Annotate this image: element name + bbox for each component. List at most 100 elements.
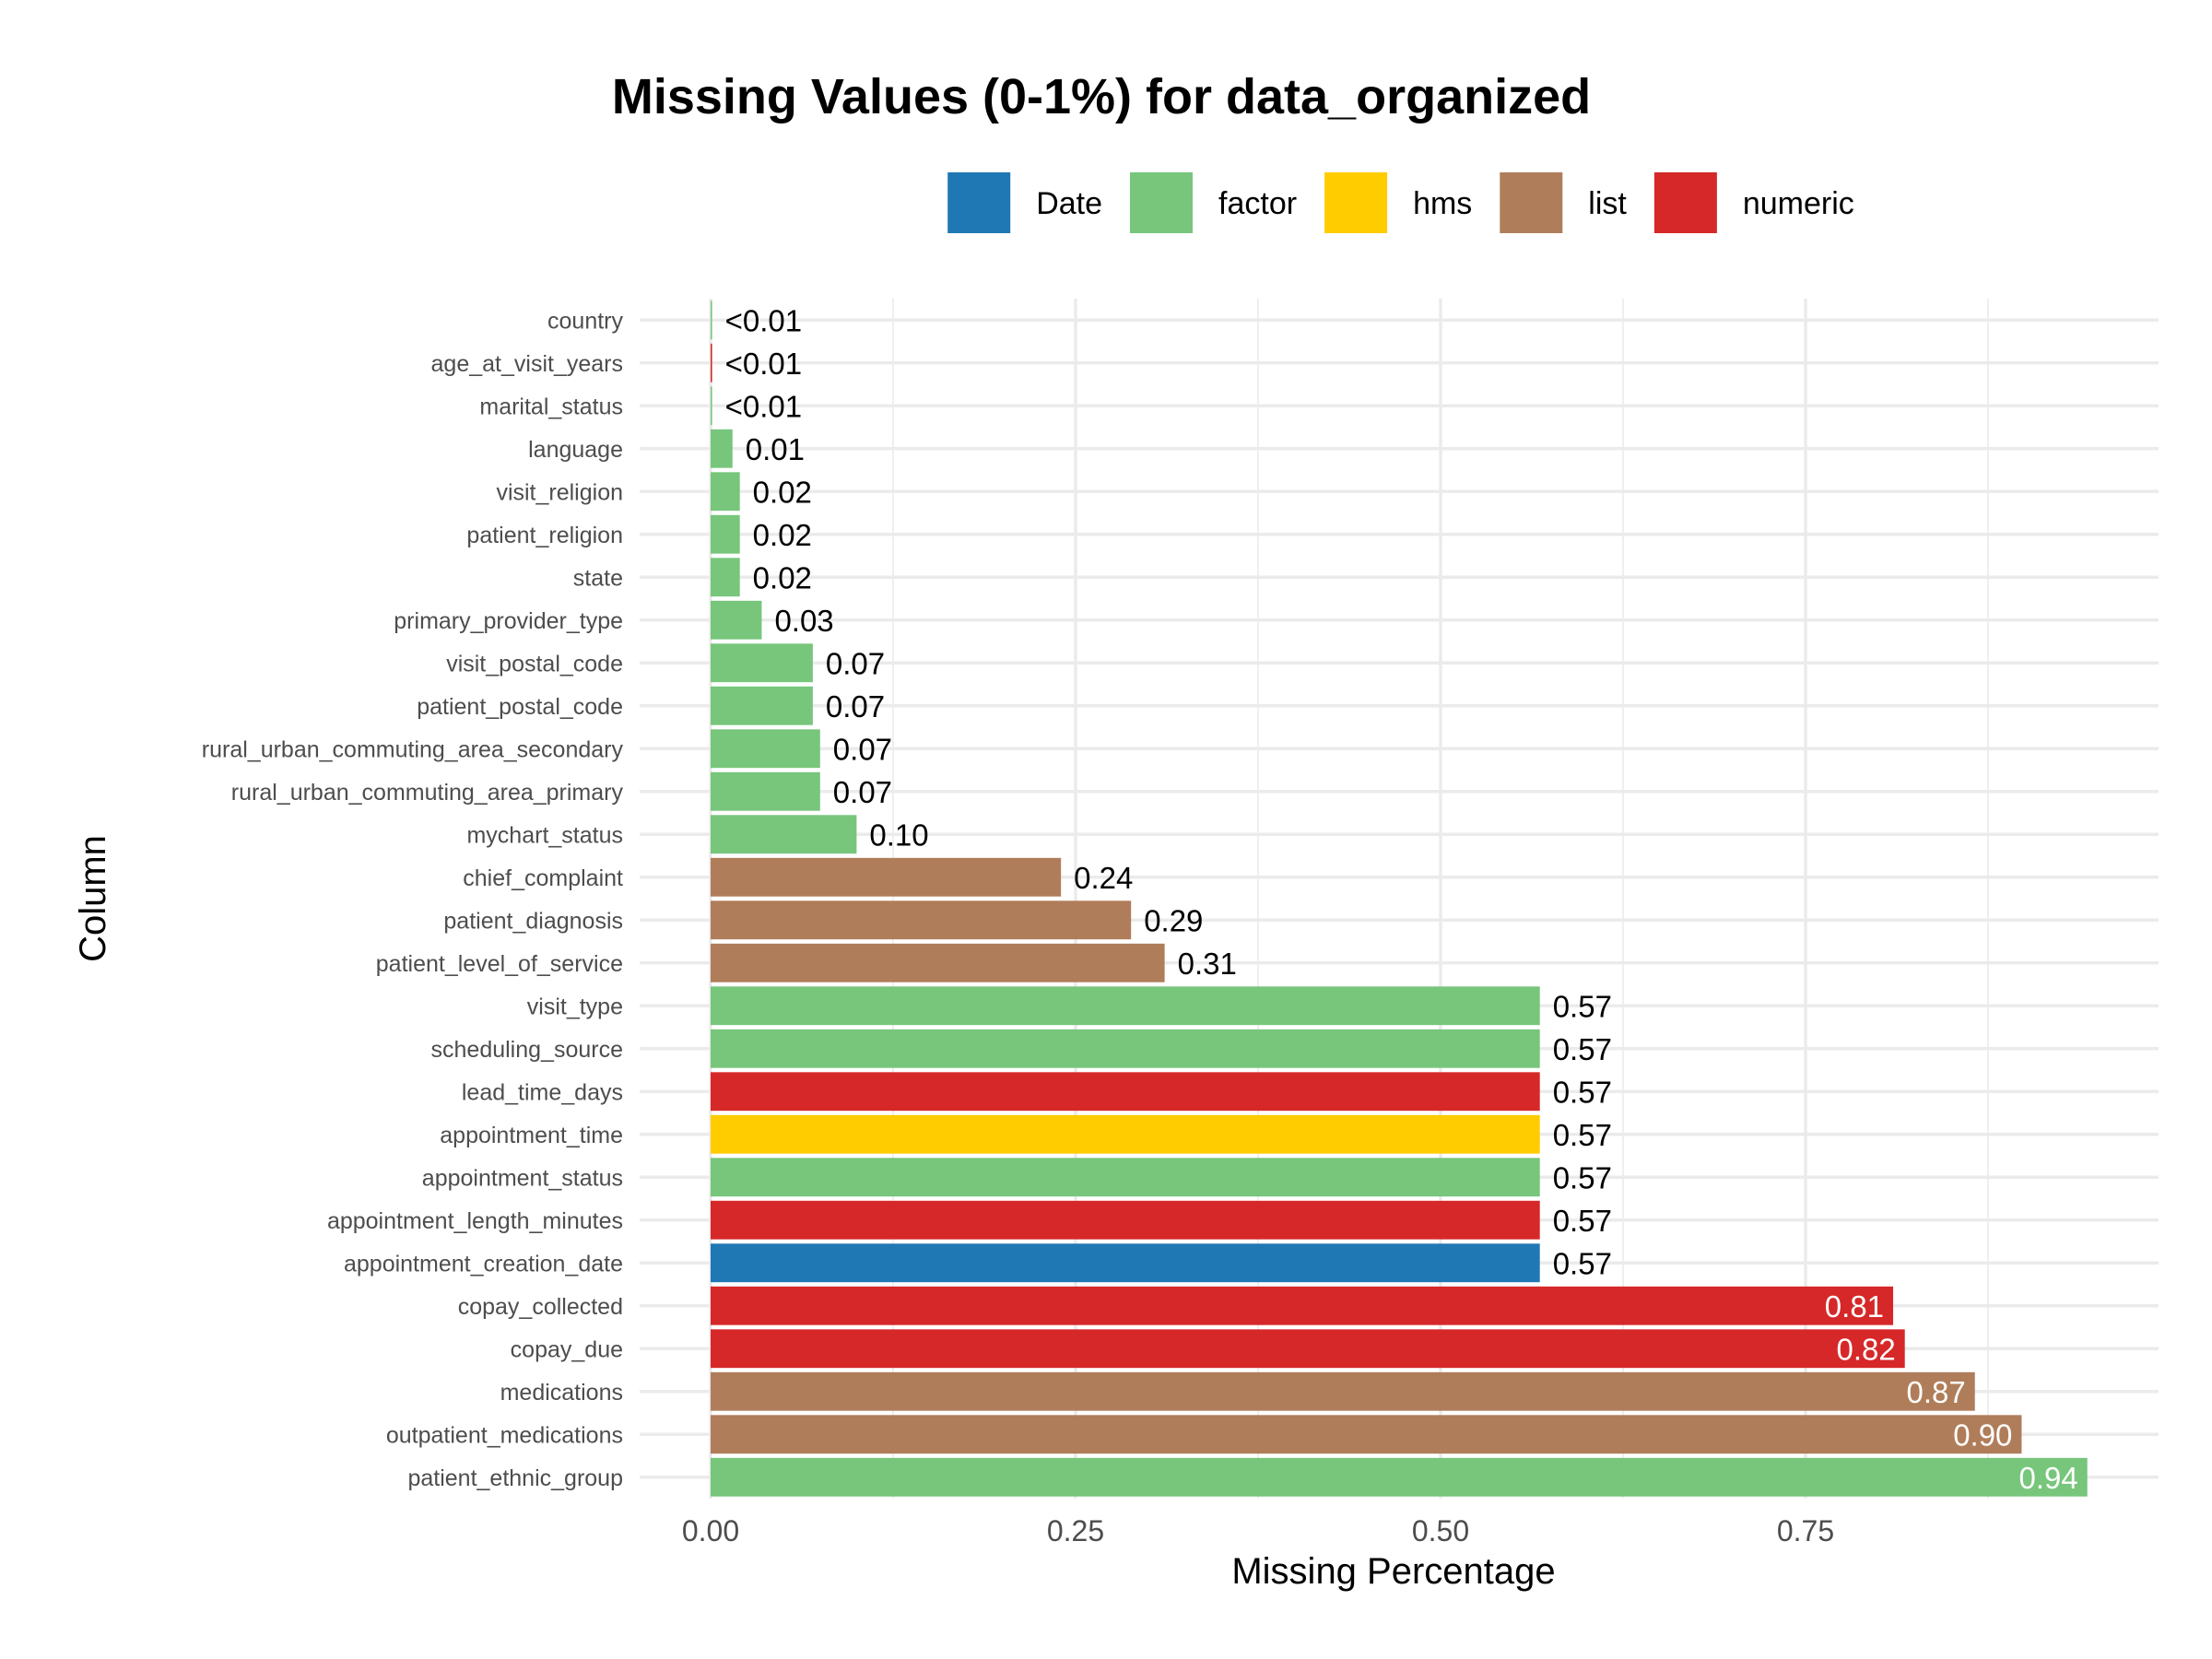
value-label-visit_postal_code: 0.07 [826,646,885,680]
value-label-mychart_status: 0.10 [869,818,928,852]
value-label-patient_ethnic_group: 0.94 [2018,1461,2077,1495]
x-axis-label: Missing Percentage [1231,1551,1555,1592]
bar-marital_status [711,386,712,426]
category-labels: country age_at_visit_years marital_statusl… [202,308,624,1491]
bar-age_at_visit_years [711,343,712,382]
legend-label-Date: Date [1036,186,1102,221]
chart-title: Missing Values (0-1%) for data_organized [612,69,1591,124]
bar-patient_level_of_service [711,943,1165,982]
category-label-lead_time_days: lead_time_days [462,1079,623,1105]
value-label-marital_status: <0.01 [725,389,803,423]
value-label-lead_time_days: 0.57 [1553,1075,1612,1109]
legend-key-factor [1130,172,1194,233]
bar-scheduling_source [711,1029,1540,1068]
legend-label-hms: hms [1413,186,1472,221]
legend-key-numeric [1653,172,1717,233]
legend-label-factor: factor [1218,186,1297,221]
bar-medications [711,1371,1975,1411]
bar-patient_diagnosis [711,900,1132,940]
value-labels: <0.01 <0.01 <0.01 0.01 0.02 0.02 0.02 0.03 0.07 0… [725,303,2078,1495]
bar-appointment_length_minutes [711,1200,1540,1240]
legend-key-hms [1324,172,1388,233]
bar-mychart_status [711,815,857,854]
category-label-language: language [528,437,623,463]
value-label-chief_complaint: 0.24 [1074,861,1133,895]
bar-visit_postal_code [711,643,813,683]
bar-visit_religion [711,472,740,512]
bar-country [711,300,712,340]
value-label-outpatient_medications: 0.90 [1953,1418,2012,1452]
x-tick-label-0: 0.00 [682,1514,739,1547]
category-label-state: state [573,565,623,591]
value-label-visit_religion: 0.02 [753,475,812,509]
value-label-patient_religion: 0.02 [753,518,812,552]
category-label-rural_urban_commuting_area_primary: rural_urban_commuting_area_primary [231,780,624,806]
legend-key-Date [947,172,1011,233]
category-label-medications: medications [500,1380,623,1406]
category-label-patient_level_of_service: patient_level_of_service [376,951,623,977]
category-label-primary_provider_type: primary_provider_type [394,608,623,634]
bar-appointment_status [711,1158,1540,1197]
bar-language [711,429,733,468]
category-label-patient_religion: patient_religion [466,523,623,548]
value-label-primary_provider_type: 0.03 [774,604,833,638]
value-label-appointment_time: 0.57 [1553,1118,1612,1152]
value-label-appointment_length_minutes: 0.57 [1553,1204,1612,1238]
value-label-rural_urban_commuting_area_primary: 0.07 [833,775,892,809]
category-label-appointment_length_minutes: appointment_length_minutes [327,1208,623,1234]
bar-primary_provider_type [711,600,762,640]
category-label-appointment_creation_date: appointment_creation_date [344,1251,623,1277]
category-label-rural_urban_commuting_area_secondary: rural_urban_commuting_area_secondary [202,736,624,762]
legend-label-numeric: numeric [1743,186,1854,221]
value-label-rural_urban_commuting_area_secondary: 0.07 [833,732,892,766]
bar-outpatient_medications [711,1415,2022,1454]
bar-lead_time_days [711,1072,1540,1112]
category-label-patient_diagnosis: patient_diagnosis [443,908,623,934]
x-tick-labels: 0.00 0.25 0.50 0.75 [682,1514,1834,1547]
value-label-patient_level_of_service: 0.31 [1178,947,1237,981]
bar-patient_postal_code [711,686,813,725]
value-label-state: 0.02 [753,560,812,594]
category-label-visit_religion: visit_religion [496,479,623,505]
legend-key-list [1500,172,1563,233]
bar-patient_ethnic_group [711,1457,2088,1497]
bar-visit_type [711,986,1540,1026]
category-label-appointment_time: appointment_time [440,1123,623,1148]
category-label-patient_ethnic_group: patient_ethnic_group [407,1465,623,1491]
category-label-patient_postal_code: patient_postal_code [417,694,623,720]
bar-chief_complaint [711,857,1062,897]
value-label-age_at_visit_years: <0.01 [725,347,803,381]
bar-rural_urban_commuting_area_primary [711,771,820,811]
bar-appointment_creation_date [711,1243,1540,1283]
bar-copay_due [711,1329,1905,1369]
value-label-scheduling_source: 0.57 [1553,1032,1612,1066]
category-label-country: country [547,308,623,334]
bar-copay_collected [711,1286,1894,1325]
category-label-age_at_visit_years: age_at_visit_years [431,351,623,377]
y-axis-label: Column [73,835,113,962]
legend: Date factor hms list numeric [947,172,1854,233]
value-label-patient_postal_code: 0.07 [826,689,885,724]
category-label-appointment_status: appointment_status [422,1165,623,1191]
category-label-copay_due: copay_due [511,1336,623,1362]
value-label-appointment_status: 0.57 [1553,1160,1612,1194]
category-label-visit_postal_code: visit_postal_code [446,651,623,677]
x-tick-label-1: 0.25 [1047,1514,1104,1547]
value-label-medications: 0.87 [1907,1375,1966,1409]
bars [711,300,2088,1497]
bar-rural_urban_commuting_area_secondary [711,729,820,769]
bar-appointment_time [711,1114,1540,1154]
value-label-patient_diagnosis: 0.29 [1144,903,1203,937]
value-label-visit_type: 0.57 [1553,989,1612,1023]
category-label-marital_status: marital_status [479,394,623,419]
bar-patient_religion [711,514,740,554]
category-label-outpatient_medications: outpatient_medications [386,1422,623,1448]
value-label-country: <0.01 [725,303,803,337]
value-label-copay_collected: 0.81 [1825,1289,1884,1324]
category-label-scheduling_source: scheduling_source [431,1037,623,1063]
bar-state [711,558,740,597]
value-label-appointment_creation_date: 0.57 [1553,1246,1612,1280]
x-tick-label-2: 0.50 [1412,1514,1469,1547]
legend-label-list: list [1588,186,1627,221]
